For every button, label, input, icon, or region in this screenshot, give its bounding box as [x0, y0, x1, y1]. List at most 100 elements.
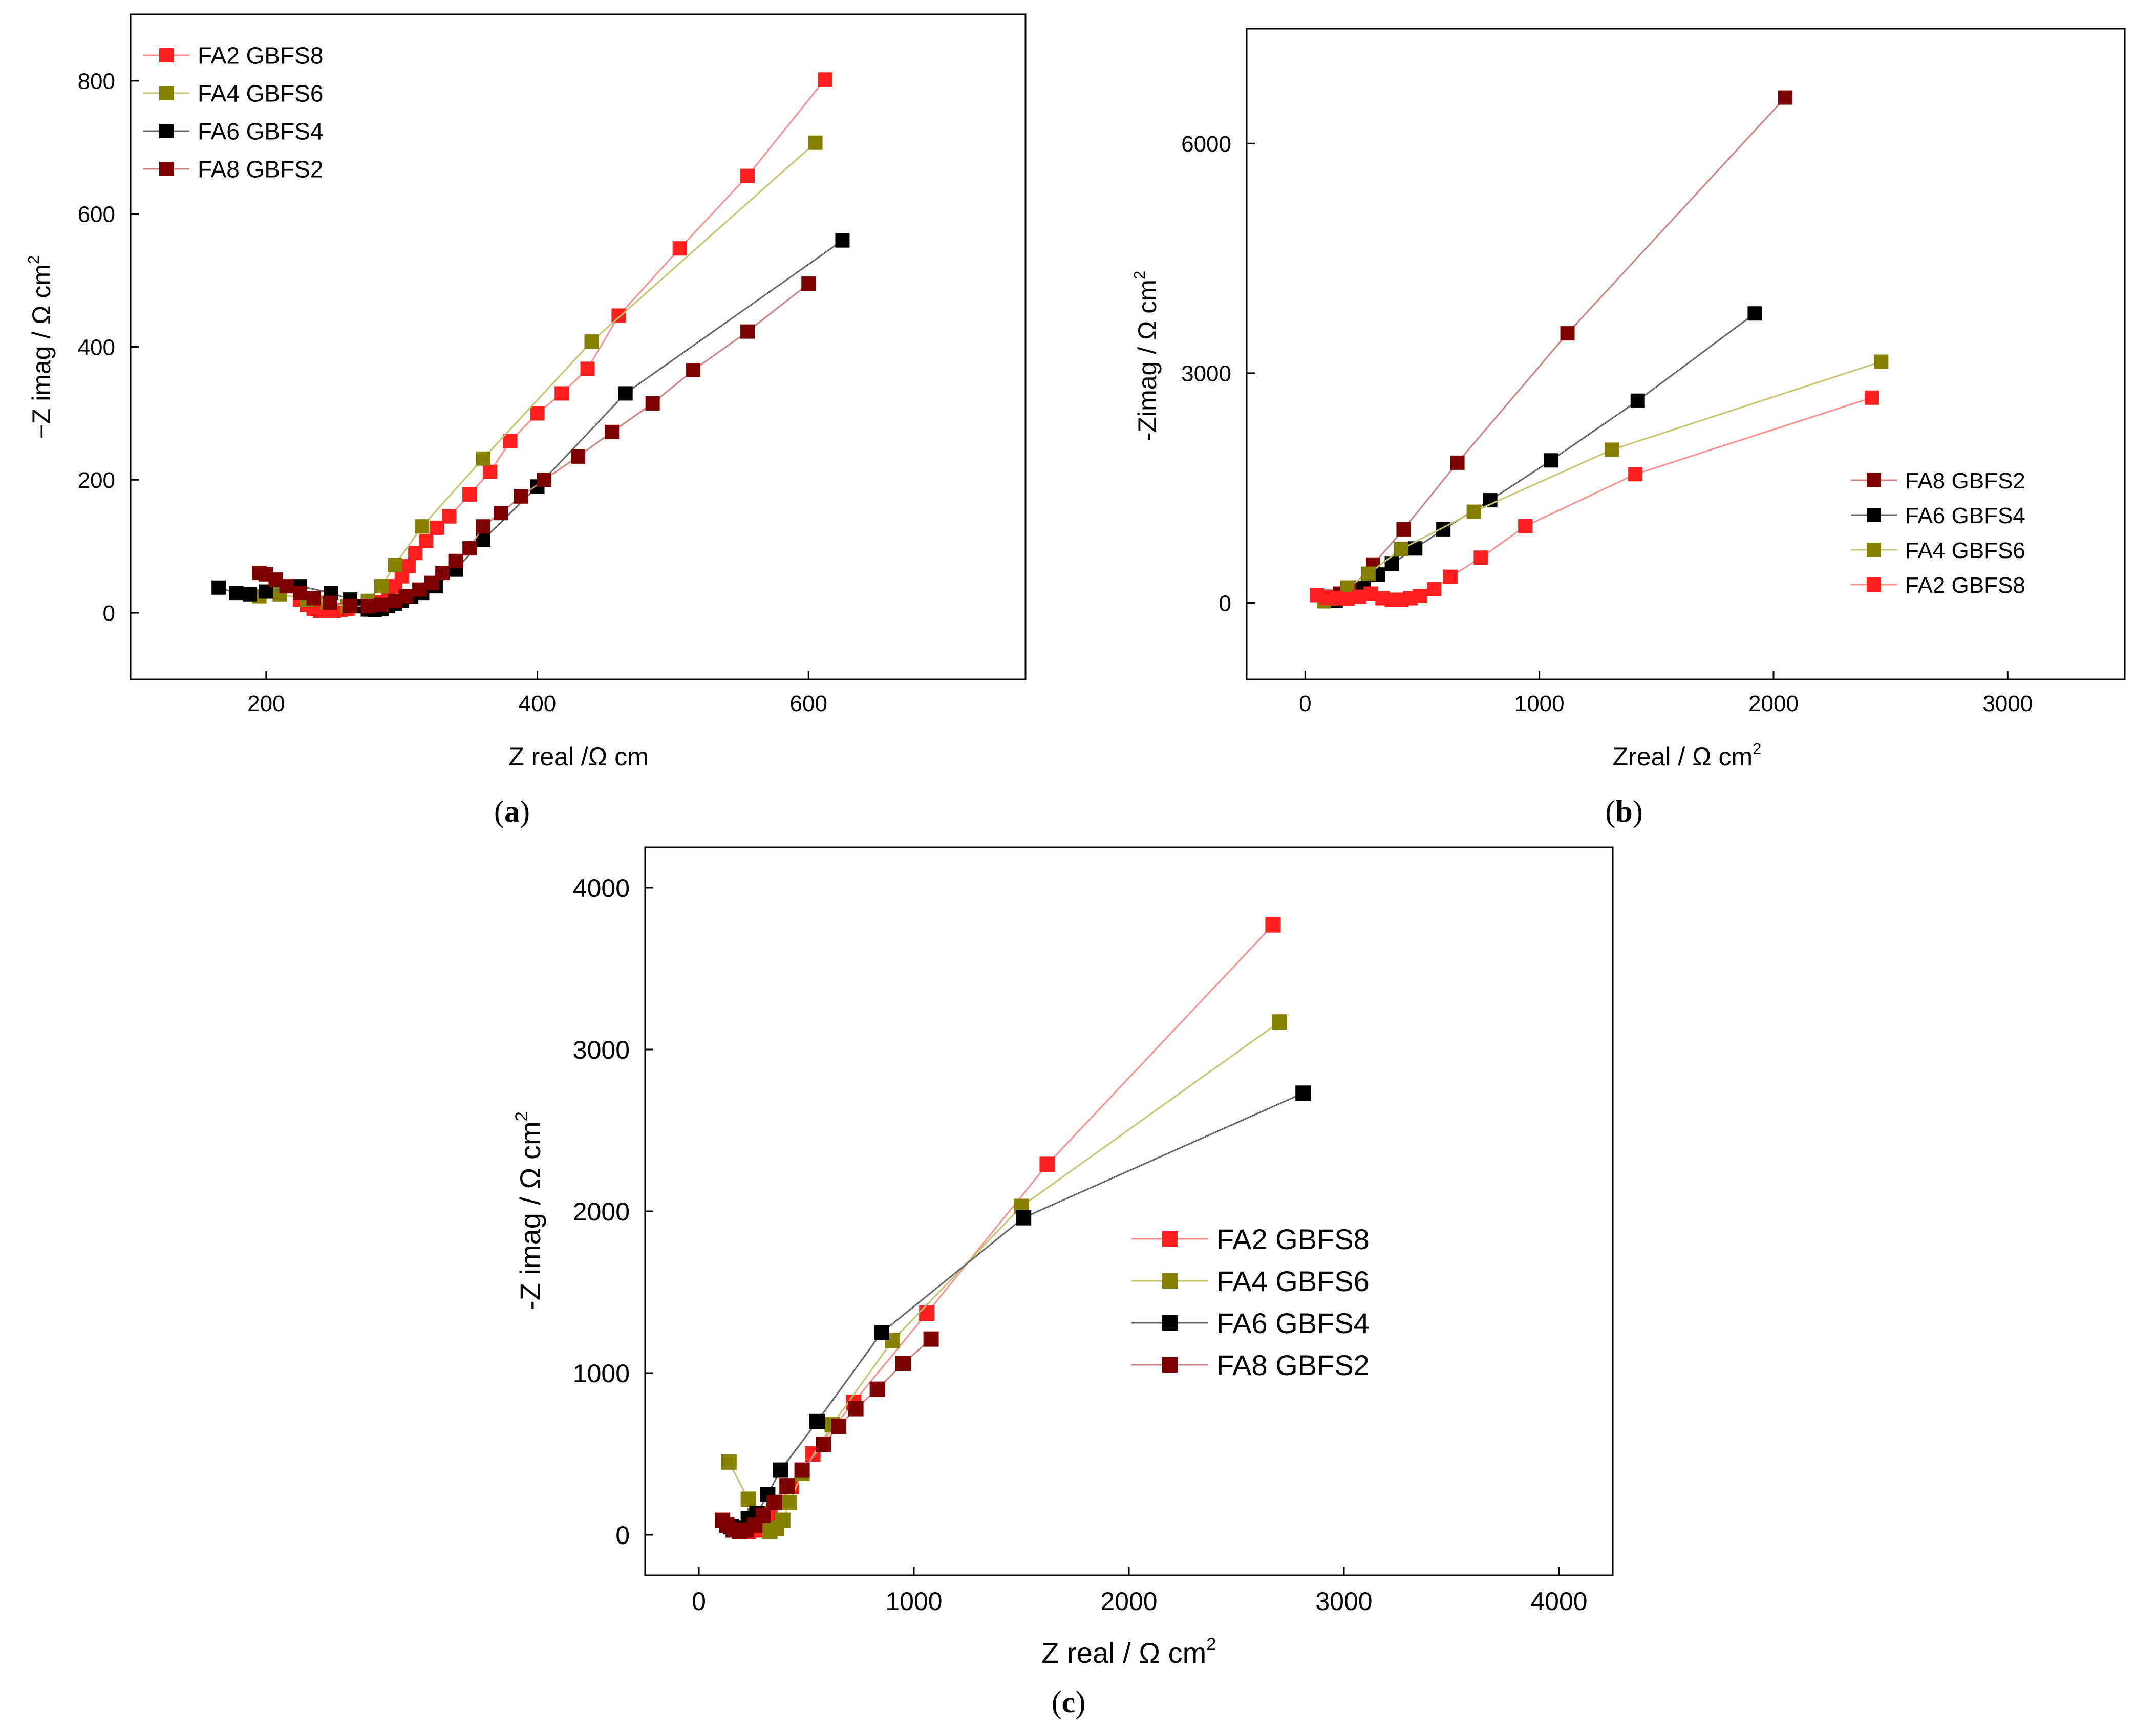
data-point [773, 1462, 788, 1478]
series-line [218, 240, 843, 611]
panel-label-b: (b) [1605, 795, 1642, 828]
x-tick-label: 0 [1299, 691, 1311, 716]
data-point [766, 1494, 782, 1510]
data-point [645, 396, 660, 411]
data-point [537, 473, 551, 487]
data-point [874, 1325, 889, 1340]
data-point [1272, 1014, 1287, 1030]
legend-label: FA8 GBFS2 [1905, 468, 2025, 494]
data-point [919, 1305, 935, 1321]
x-tick-label: 4000 [1530, 1587, 1587, 1616]
data-point [448, 553, 463, 568]
data-point [1778, 90, 1792, 105]
series-fa2-gbfs8 [1310, 390, 1879, 607]
data-point [306, 591, 321, 606]
data-point [1408, 541, 1423, 556]
data-point [1518, 519, 1533, 533]
data-point [809, 1413, 825, 1429]
data-point [1394, 542, 1408, 556]
data-point [1384, 556, 1399, 571]
data-point [408, 546, 423, 561]
data-point [808, 135, 823, 150]
series-fa4-gbfs6 [252, 135, 823, 614]
chart-panel-b: 0 1000 2000 3000 0 3000 6000 Zreal / Ω cm2 -Zima… [1130, 28, 2126, 828]
data-point [801, 276, 816, 291]
data-point [1865, 390, 1879, 405]
y-tick-label: 0 [1219, 591, 1231, 616]
legend-label: FA6 GBFS4 [1905, 503, 2025, 528]
data-point [1426, 582, 1441, 596]
x-tick-label: 3000 [1982, 691, 2033, 716]
data-point [672, 241, 687, 256]
data-point [781, 1494, 797, 1510]
legend-marker [1162, 1273, 1178, 1289]
data-point [686, 362, 701, 377]
data-point [243, 587, 258, 602]
legend-label: FA4 GBFS6 [1905, 538, 2025, 563]
data-point [1413, 589, 1427, 604]
data-point [293, 586, 308, 601]
x-tick-label: 400 [519, 691, 556, 716]
legend-a: FA2 GBFS8 FA4 GBFS6 FA6 GBFS4 FA8 GBFS2 [143, 42, 323, 183]
legend-label: FA2 GBFS8 [1905, 573, 2025, 598]
data-point [398, 589, 413, 604]
data-point [794, 1462, 810, 1478]
data-point [923, 1331, 939, 1347]
data-point [779, 1478, 795, 1494]
y-axis-title: −Z imag / Ω cm2 [25, 255, 56, 439]
x-tick-label: 200 [247, 691, 285, 716]
series-fa6-gbfs4 [1328, 306, 1762, 608]
data-point [259, 584, 273, 599]
panel-label-c: (c) [1052, 1685, 1086, 1719]
y-tick-label: 600 [78, 202, 115, 227]
series-fa8-gbfs2 [252, 276, 816, 614]
data-point [1450, 455, 1465, 470]
x-tick-label: 2000 [1748, 691, 1799, 716]
data-point [514, 489, 528, 504]
y-tick-label: 2000 [573, 1197, 630, 1226]
data-point [740, 324, 755, 339]
legend-label: FA2 GBFS8 [1216, 1223, 1370, 1255]
series-line [259, 142, 816, 607]
legend-marker [159, 48, 174, 62]
data-point [831, 1419, 846, 1434]
data-point [584, 334, 599, 349]
y-tick-label: 4000 [573, 874, 630, 903]
x-tick-label: 1000 [1514, 691, 1565, 716]
y-tick-label: 0 [615, 1521, 630, 1550]
data-point [503, 434, 518, 448]
plot-frame-c [644, 846, 1614, 1576]
y-tick-label: 6000 [1181, 132, 1231, 157]
x-tick-label: 3000 [1315, 1587, 1372, 1616]
y-tick-label: 800 [78, 69, 115, 94]
data-point [1483, 493, 1498, 508]
data-point [571, 449, 585, 464]
legend-b: FA8 GBFS2 FA6 GBFS4 FA4 GBFS6 FA2 GBFS8 [1851, 468, 2025, 598]
data-point [740, 168, 755, 183]
data-point [482, 464, 497, 479]
data-point [323, 595, 337, 610]
chart-panel-c: 0 1000 2000 3000 4000 0 1000 2000 3000 4000 Z real… [512, 846, 1614, 1719]
data-point [756, 1508, 771, 1524]
legend-marker [1162, 1231, 1178, 1247]
legend-label: FA4 GBFS6 [198, 80, 323, 107]
data-point [1628, 467, 1643, 482]
data-point [1295, 1085, 1311, 1101]
data-point [1443, 569, 1458, 584]
data-point [435, 566, 450, 581]
legend-label: FA2 GBFS8 [198, 42, 323, 69]
data-point [462, 541, 477, 556]
legend-marker [1867, 543, 1881, 557]
data-point [1361, 566, 1376, 581]
series-fa8-gbfs2 [715, 1331, 939, 1539]
series-fa4-gbfs6 [1316, 354, 1889, 609]
data-point [1874, 354, 1889, 369]
data-point [1396, 522, 1411, 537]
data-point [442, 509, 457, 524]
legend-label: FA8 GBFS2 [198, 156, 323, 183]
legend-label: FA6 GBFS4 [198, 118, 323, 145]
data-point [476, 451, 490, 466]
panel-label-a: (a) [494, 795, 530, 828]
data-point [1265, 917, 1281, 933]
